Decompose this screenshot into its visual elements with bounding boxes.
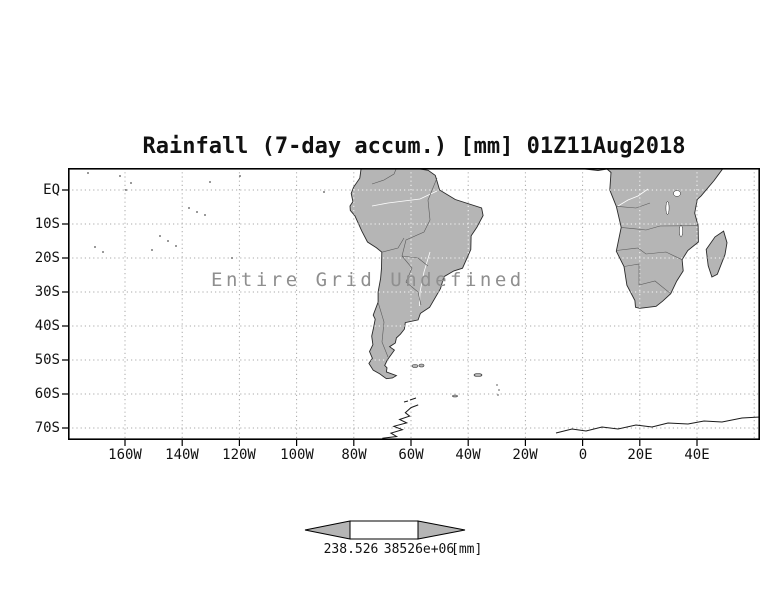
plot-title: Rainfall (7-day accum.) [mm] 01Z11Aug201… xyxy=(142,134,686,159)
colorbar-unit-label: [mm] xyxy=(451,542,483,557)
axis-ticks xyxy=(62,189,698,446)
colorbar-right-arrow xyxy=(417,520,466,540)
colorbar xyxy=(304,520,466,540)
lat-tick-label-50s: 50S xyxy=(34,352,60,368)
lon-tick-label-80w: 80W xyxy=(341,447,367,463)
lon-tick-label-60w: 60W xyxy=(398,447,424,463)
lon-tick-label-160w: 160W xyxy=(108,447,142,463)
landmass-south-america xyxy=(349,168,484,380)
lat-tick-label-40s: 40S xyxy=(34,318,60,334)
colorbar-label-min: 238.526 xyxy=(323,542,379,557)
colorbar-left-arrow xyxy=(304,520,351,540)
lat-tick-label-eq: EQ xyxy=(43,182,60,198)
colorbar-label-max: 38526e+06 xyxy=(383,542,455,557)
lat-tick-label-60s: 60S xyxy=(34,386,60,402)
lon-tick-label-20w: 20W xyxy=(512,447,538,463)
lat-tick-label-30s: 30S xyxy=(34,284,60,300)
lon-tick-label-0: 0 xyxy=(578,447,588,463)
lon-tick-label-40w: 40W xyxy=(455,447,481,463)
lon-tick-label-40e: 40E xyxy=(684,447,710,463)
lat-tick-label-20s: 20S xyxy=(34,250,60,266)
lakes xyxy=(665,190,683,238)
plot-frame-border xyxy=(68,168,761,440)
lon-tick-label-120w: 120W xyxy=(222,447,256,463)
landmass-africa xyxy=(584,168,728,309)
undefined-grid-message: Entire Grid Undefined xyxy=(211,269,525,291)
lat-tick-label-70s: 70S xyxy=(34,420,60,436)
lat-tick-label-10s: 10S xyxy=(34,216,60,232)
lon-tick-label-20e: 20E xyxy=(627,447,653,463)
antarctic-coastline xyxy=(382,397,760,440)
landmass-layer xyxy=(349,168,728,380)
lon-tick-label-100w: 100W xyxy=(280,447,314,463)
colorbar-mid-box xyxy=(349,520,419,540)
landmass-madagascar xyxy=(705,230,728,278)
island-specks xyxy=(87,172,500,398)
lon-tick-label-140w: 140W xyxy=(165,447,199,463)
country-borders xyxy=(371,168,699,358)
